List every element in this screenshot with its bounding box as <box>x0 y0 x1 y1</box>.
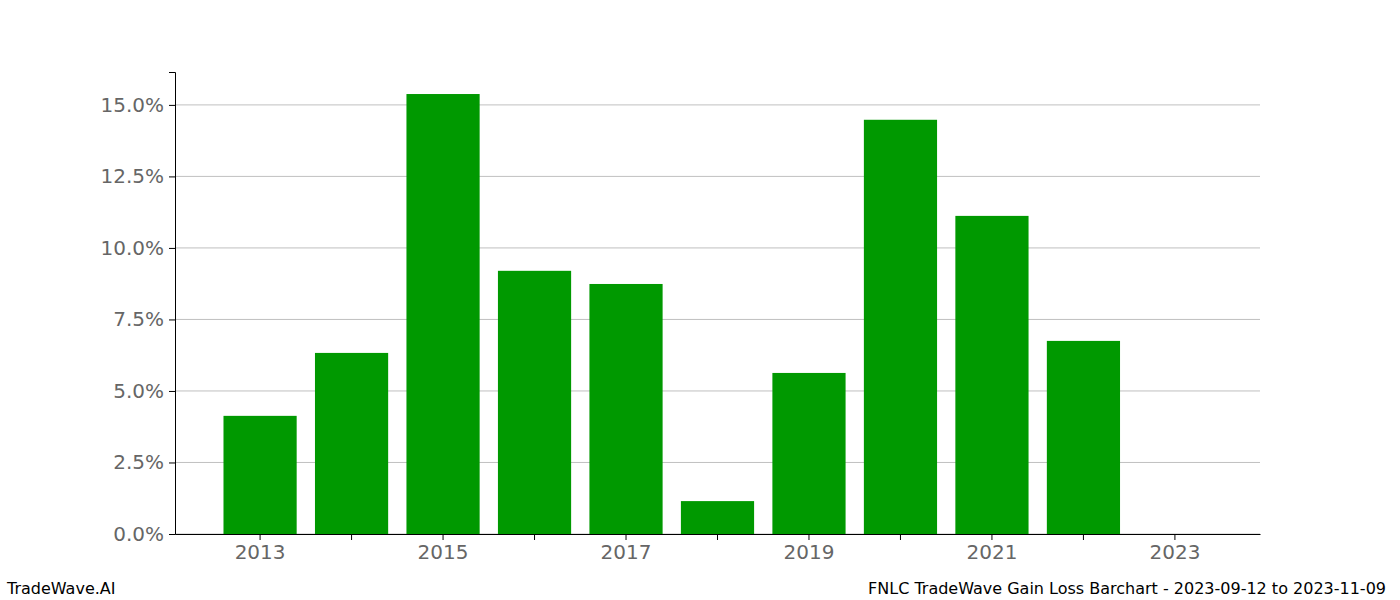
bar <box>1047 341 1120 534</box>
grid-line <box>175 319 1260 320</box>
y-axis-line <box>169 73 176 535</box>
bar <box>864 120 937 534</box>
y-tick-label: 2.5% <box>113 450 164 474</box>
x-tick-mark <box>1174 534 1175 540</box>
y-tick: 2.5% <box>113 450 175 474</box>
y-tick: 5.0% <box>113 379 175 403</box>
x-tick-label: 2021 <box>966 540 1017 564</box>
x-tick-mark <box>626 534 627 540</box>
y-tick: 0.0% <box>113 522 175 546</box>
y-tick-label: 0.0% <box>113 522 164 546</box>
y-tick-mark <box>169 534 175 535</box>
x-tick: 2019 <box>784 534 835 564</box>
grid-line <box>175 104 1260 105</box>
y-tick-mark <box>169 391 175 392</box>
bar <box>955 216 1028 534</box>
x-tick-label: 2015 <box>418 540 469 564</box>
y-tick-mark <box>169 176 175 177</box>
bar <box>589 284 662 534</box>
y-tick: 12.5% <box>100 164 175 188</box>
x-tick <box>717 534 718 540</box>
x-tick-mark <box>260 534 261 540</box>
x-tick <box>534 534 535 540</box>
footer-left: TradeWave.AI <box>6 579 115 598</box>
bar <box>772 373 845 534</box>
x-tick-mark <box>443 534 444 540</box>
bar <box>223 416 296 534</box>
bar <box>1138 534 1211 535</box>
x-tick: 2021 <box>966 534 1017 564</box>
x-tick: 2013 <box>235 534 286 564</box>
y-tick-label: 5.0% <box>113 379 164 403</box>
y-tick-label: 12.5% <box>100 164 164 188</box>
grid-line <box>175 247 1260 248</box>
x-tick-mark <box>808 534 809 540</box>
y-tick-label: 7.5% <box>113 307 164 331</box>
bar <box>498 271 571 534</box>
x-tick <box>1083 534 1084 540</box>
y-axis: 0.0% 2.5% 5.0% 7.5% 10.0% 12.5% 15.0% <box>100 73 175 546</box>
x-tick-mark <box>534 534 535 540</box>
x-tick-label: 2017 <box>601 540 652 564</box>
x-tick-label: 2019 <box>784 540 835 564</box>
x-tick-label: 2013 <box>235 540 286 564</box>
x-tick <box>351 534 352 540</box>
y-tick-mark <box>169 462 175 463</box>
x-tick-mark <box>717 534 718 540</box>
x-tick-mark <box>351 534 352 540</box>
y-tick-mark <box>169 248 175 249</box>
bar <box>315 353 388 534</box>
x-tick-mark <box>991 534 992 540</box>
bars <box>223 94 1120 534</box>
y-tick: 10.0% <box>100 236 175 260</box>
x-tick: 2017 <box>601 534 652 564</box>
y-tick-label: 10.0% <box>100 236 164 260</box>
plot-area: 0.0%2.5%5.0%7.5%10.0%12.5%15.0%201320152… <box>100 73 1260 565</box>
y-tick-mark <box>169 319 175 320</box>
y-tick: 7.5% <box>113 307 175 331</box>
y-tick-mark <box>169 105 175 106</box>
title: FNLC TradeWave Gain Loss Barchart - 2023… <box>868 579 1386 598</box>
grid <box>175 105 1260 534</box>
x-axis: 2013 2015 2017 2019 2021 2023 <box>176 534 1261 564</box>
x-tick: 2023 <box>1149 534 1200 564</box>
bar <box>406 94 479 534</box>
x-tick-label: 2023 <box>1149 540 1200 564</box>
x-tick: 2015 <box>418 534 469 564</box>
bar <box>681 501 754 534</box>
x-tick <box>900 534 901 540</box>
grid-line <box>175 176 1260 177</box>
y-tick: 15.0% <box>100 93 175 117</box>
x-tick-mark <box>1083 534 1084 540</box>
y-tick-label: 15.0% <box>100 93 164 117</box>
chart: 0.0%2.5%5.0%7.5%10.0%12.5%15.0%201320152… <box>0 0 1400 600</box>
x-tick-mark <box>900 534 901 540</box>
